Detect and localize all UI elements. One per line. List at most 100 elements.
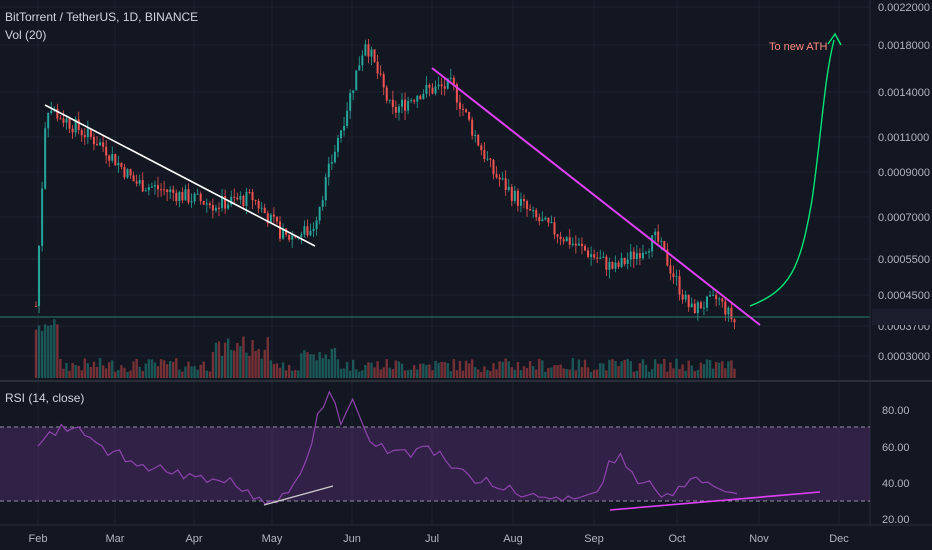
- candle-body: [651, 235, 654, 252]
- projection-arrow: [749, 39, 835, 307]
- candle-body: [227, 204, 230, 209]
- time-tick-label: Aug: [503, 533, 523, 545]
- volume-bar: [458, 360, 462, 378]
- volume-bar: [181, 371, 184, 378]
- candle-body: [187, 189, 190, 203]
- volume-bar: [620, 361, 623, 378]
- candle-body: [455, 84, 458, 103]
- volume-bar: [730, 360, 733, 378]
- candle-body: [571, 243, 574, 245]
- candle-body: [379, 73, 382, 75]
- volume-bar: [547, 367, 550, 378]
- volume-bar: [684, 370, 687, 378]
- candle-body: [175, 192, 178, 202]
- volume-bar: [727, 361, 730, 378]
- volume-bar: [74, 365, 77, 378]
- volume-bar: [159, 359, 163, 378]
- time-tick-label: Jul: [425, 533, 439, 545]
- candle-body: [364, 44, 367, 56]
- volume-bar: [687, 360, 690, 378]
- candle-body: [105, 146, 108, 156]
- volume-bar: [321, 358, 324, 378]
- candle-body: [50, 110, 53, 113]
- volume-bar: [135, 358, 138, 378]
- volume-bar: [721, 361, 724, 378]
- candle-body: [349, 92, 352, 111]
- volume-bar: [519, 370, 523, 378]
- trendline-white-rsi: [263, 485, 334, 506]
- candle-body: [309, 230, 312, 236]
- volume-bar: [117, 369, 120, 378]
- volume-bar: [733, 368, 736, 378]
- candle-body: [544, 217, 547, 220]
- volume-bar: [644, 364, 648, 378]
- volume-bar: [501, 361, 504, 378]
- volume-bar: [382, 367, 385, 378]
- volume-bar: [291, 370, 294, 378]
- candle-body: [178, 192, 181, 202]
- price-tick-label: 0.0022000: [878, 2, 930, 14]
- volume-bar: [556, 365, 559, 378]
- volume-bar: [306, 352, 309, 378]
- volume-bar: [348, 370, 352, 378]
- candle-body: [248, 191, 251, 193]
- volume-bar: [477, 369, 480, 378]
- candle-body: [501, 178, 504, 180]
- candle-body: [635, 253, 638, 259]
- candle-body: [327, 163, 330, 178]
- candle-body: [504, 178, 507, 191]
- volume-bar: [379, 369, 382, 378]
- candle-body: [620, 257, 623, 267]
- volume-bar: [257, 349, 260, 378]
- volume-bar: [632, 371, 635, 378]
- volume-bar: [138, 366, 141, 378]
- volume-bar: [208, 371, 212, 378]
- candle-body: [214, 207, 217, 211]
- volume-bar: [132, 361, 135, 378]
- candle-body: [577, 243, 580, 246]
- volume-bar: [114, 371, 117, 378]
- volume-bar: [236, 342, 239, 378]
- candle-body: [513, 190, 516, 201]
- volume-bar: [513, 369, 517, 378]
- candle-body: [153, 185, 156, 187]
- candle-body: [147, 187, 150, 191]
- candle-body: [538, 217, 541, 222]
- volume-bar: [324, 354, 327, 378]
- candle-body: [712, 294, 715, 296]
- candle-body: [358, 65, 361, 71]
- candle-body: [108, 155, 111, 161]
- volume-bar: [300, 353, 303, 378]
- candle-body: [288, 234, 291, 240]
- volume-bar: [373, 367, 376, 378]
- volume-bar: [254, 351, 257, 378]
- volume-bar: [711, 368, 715, 378]
- price-tick-label: 0.0018000: [878, 40, 930, 52]
- candle-body: [291, 235, 294, 240]
- volume-bar: [571, 358, 574, 378]
- candle-body: [663, 241, 666, 250]
- candle-body: [370, 49, 373, 57]
- candle-body: [422, 94, 425, 100]
- volume-bar: [602, 363, 605, 378]
- volume-bar: [193, 366, 196, 378]
- candle-body: [157, 185, 159, 190]
- candle-body: [693, 303, 696, 314]
- volume-bar: [589, 371, 593, 378]
- volume-bar: [217, 341, 221, 378]
- volume-bar: [156, 366, 160, 378]
- candle-body: [440, 84, 443, 87]
- volume-bar: [449, 371, 452, 378]
- volume-bar: [596, 369, 599, 378]
- candle-body: [672, 273, 675, 278]
- price-tick-label: 0.0014000: [878, 87, 930, 99]
- volume-bar: [467, 363, 471, 378]
- candle-body: [532, 210, 535, 212]
- volume-bar: [251, 339, 254, 378]
- volume-bar: [443, 362, 446, 378]
- candle-body: [160, 189, 163, 191]
- candle-body: [376, 61, 379, 74]
- volume-bar: [104, 368, 108, 378]
- volume-bar: [486, 369, 489, 378]
- volume-bar: [367, 362, 370, 378]
